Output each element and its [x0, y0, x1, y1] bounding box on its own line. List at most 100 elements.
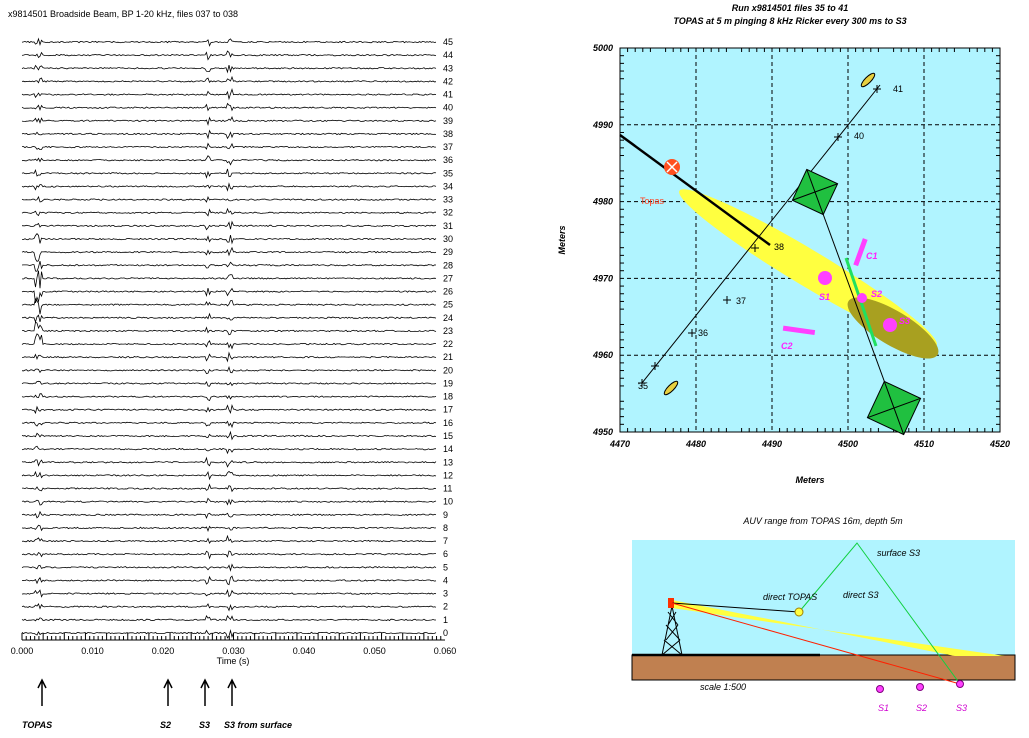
- x-tick-label: 4520: [989, 439, 1010, 449]
- trace-label: 13: [443, 457, 453, 467]
- trace: [22, 248, 436, 262]
- trace-label: 3: [443, 589, 448, 599]
- traces: [22, 39, 436, 638]
- trace: [22, 197, 436, 202]
- trace: [22, 65, 436, 72]
- trace: [22, 590, 436, 597]
- trace: [22, 485, 436, 492]
- target-label: S1: [819, 292, 830, 302]
- trace-label: 15: [443, 431, 453, 441]
- trace: [22, 222, 436, 230]
- trace-label: 45: [443, 37, 453, 47]
- trace-label: 34: [443, 181, 453, 191]
- trace-label: 9: [443, 510, 448, 520]
- trace: [22, 432, 436, 439]
- trace: [22, 405, 436, 413]
- track-label: 40: [854, 131, 864, 141]
- trace-label: 25: [443, 300, 453, 310]
- trace: [22, 131, 436, 139]
- trace-label: 0: [443, 628, 448, 638]
- map-xlabel: Meters: [795, 475, 824, 485]
- trace-label: 5: [443, 562, 448, 572]
- trace-label: 14: [443, 444, 453, 454]
- track-label: 38: [774, 242, 784, 252]
- trace-label: 22: [443, 339, 453, 349]
- trace-label: 12: [443, 470, 453, 480]
- trace: [22, 551, 436, 558]
- trace-label: 31: [443, 221, 453, 231]
- map-ylabel: Meters: [557, 225, 567, 254]
- trace-label: 37: [443, 142, 453, 152]
- x-tick-label: 0.040: [293, 646, 316, 656]
- arrow: [38, 680, 46, 706]
- trace-label: 43: [443, 63, 453, 73]
- trace-label: 18: [443, 392, 453, 402]
- trace: [22, 512, 436, 518]
- x-tick-label: 0.050: [363, 646, 386, 656]
- trace: [22, 77, 436, 83]
- map-frame: [620, 48, 1000, 432]
- trace-label: 32: [443, 208, 453, 218]
- trace: [22, 314, 436, 322]
- trace: [22, 234, 436, 244]
- inset-title: AUV range from TOPAS 16m, depth 5m: [742, 516, 903, 526]
- trace-label: 29: [443, 247, 453, 257]
- time-label: Time (s): [217, 656, 250, 666]
- x-tick-label: 0.010: [81, 646, 104, 656]
- trace: [22, 117, 436, 125]
- arrow-label: S2: [160, 720, 171, 730]
- arrow-label: TOPAS: [22, 720, 52, 730]
- x-tick-label: 4480: [685, 439, 706, 449]
- arrow: [201, 680, 209, 706]
- trace-label: 39: [443, 116, 453, 126]
- inset-label: surface S3: [877, 548, 920, 558]
- trace-label: 30: [443, 234, 453, 244]
- trace-label: 40: [443, 103, 453, 113]
- trace: [22, 299, 436, 314]
- target-s1: [818, 271, 832, 285]
- trace: [22, 565, 436, 571]
- trace: [22, 39, 436, 46]
- trace: [22, 471, 436, 479]
- trace-label: 16: [443, 418, 453, 428]
- trace-label: 44: [443, 50, 453, 60]
- trace-label: 19: [443, 378, 453, 388]
- arrow-label: S3: [199, 720, 210, 730]
- trace-label: 35: [443, 168, 453, 178]
- trace: [22, 156, 436, 165]
- trace: [22, 604, 436, 611]
- y-tick-label: 4960: [592, 350, 613, 360]
- trace: [22, 458, 436, 467]
- trace-label: 20: [443, 365, 453, 375]
- trace: [22, 209, 436, 216]
- target-label: S2: [871, 289, 882, 299]
- trace-label: 8: [443, 523, 448, 533]
- trace: [22, 616, 436, 621]
- trace: [22, 334, 436, 349]
- trace: [22, 446, 436, 453]
- trace-label: 24: [443, 313, 453, 323]
- x-tick-label: 0.060: [434, 646, 457, 656]
- trace-label: 27: [443, 273, 453, 283]
- x-tick-label: 4490: [761, 439, 782, 449]
- track-label: 35: [638, 381, 648, 391]
- y-tick-label: 4980: [592, 197, 613, 207]
- map-title: Run x9814501 files 35 to 41: [732, 3, 849, 13]
- trace-label: 17: [443, 405, 453, 415]
- trace: [22, 498, 436, 505]
- trace-label: 23: [443, 326, 453, 336]
- trace-label: 6: [443, 549, 448, 559]
- trace: [22, 144, 436, 150]
- trace: [22, 169, 436, 178]
- y-tick-label: 5000: [593, 43, 613, 53]
- arrow-label: S3 from surface: [224, 720, 292, 730]
- inset-label: S3: [956, 703, 967, 713]
- trace: [22, 536, 436, 543]
- trace: [22, 51, 436, 60]
- target-label: S3: [899, 316, 910, 326]
- trace-label: 33: [443, 195, 453, 205]
- trace: [22, 288, 436, 303]
- figure: x9814501 Broadside Beam, BP 1-20 kHz, fi…: [0, 0, 1029, 738]
- inset-label: S2: [916, 703, 927, 713]
- inset-seabed: [632, 655, 1015, 680]
